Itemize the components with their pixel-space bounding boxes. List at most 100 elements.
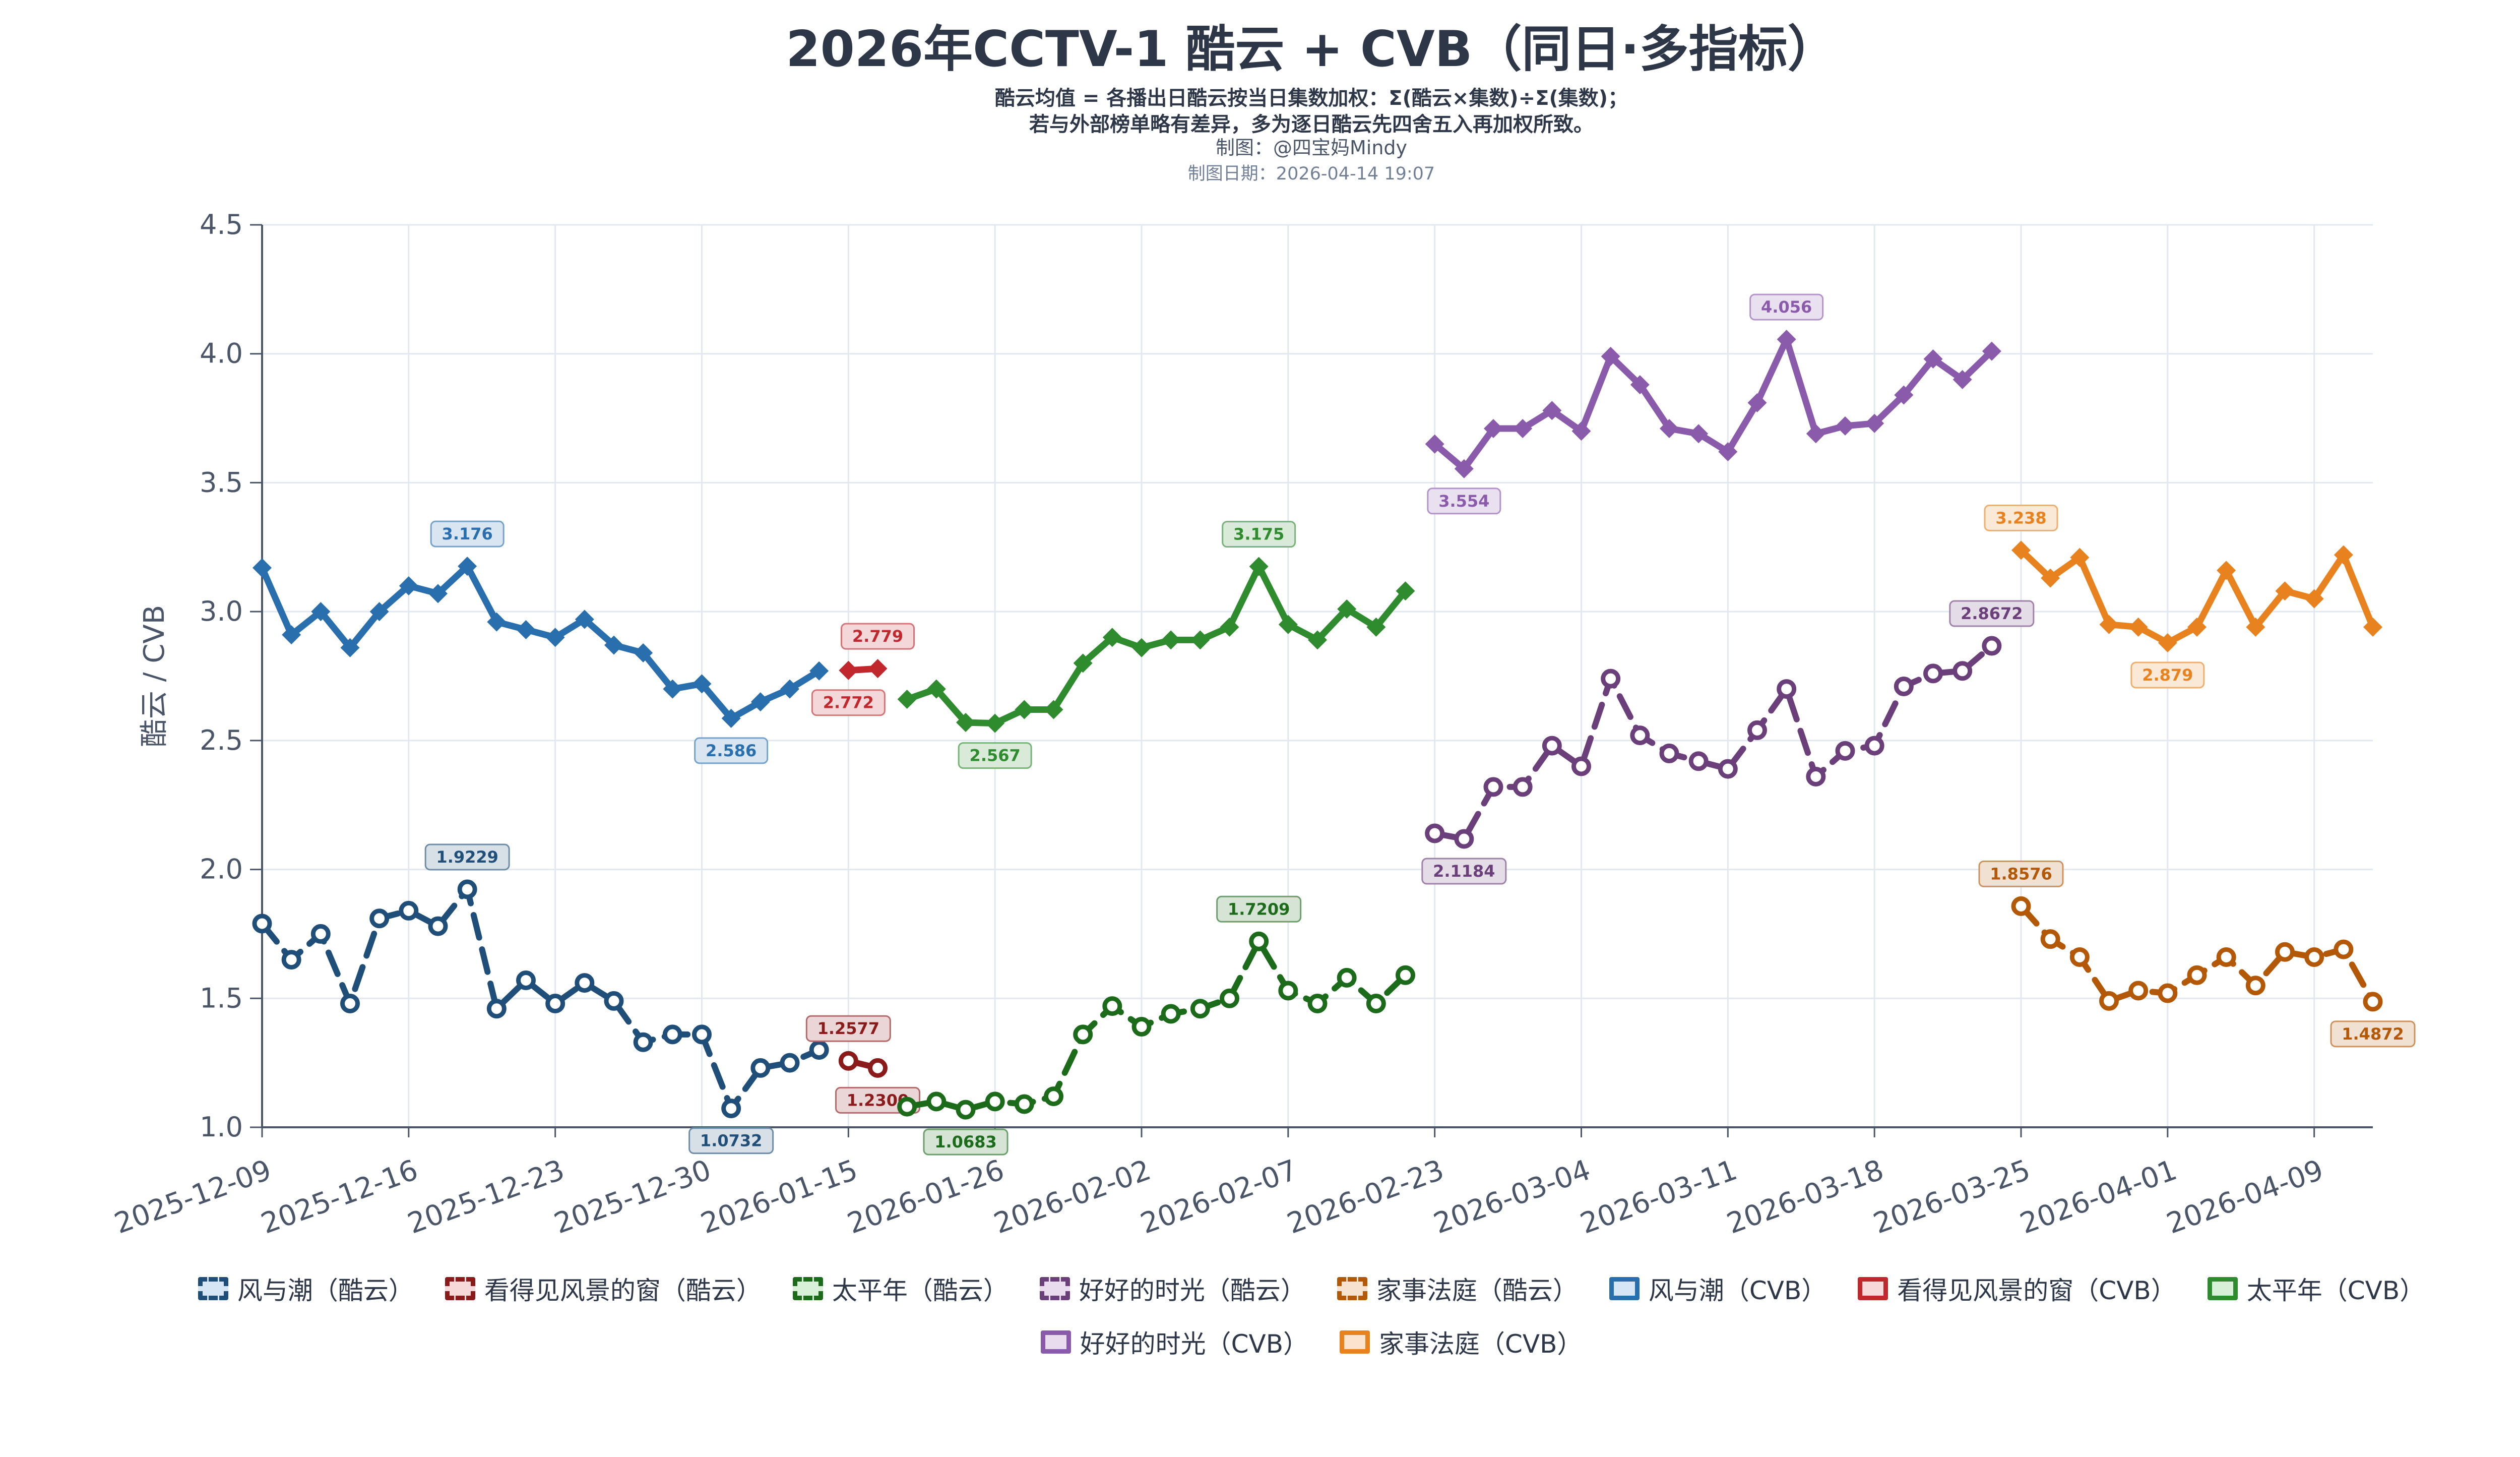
data-point [1660, 419, 1679, 439]
data-point [2128, 981, 2149, 1001]
data-point [897, 1097, 917, 1117]
data-point [2245, 976, 2265, 996]
data-point [1542, 736, 1562, 756]
data-point [1308, 630, 1327, 650]
data-label: 3.176 [442, 524, 493, 543]
data-point [2099, 991, 2119, 1011]
x-tick-label: 2026-03-18 [1723, 1154, 1888, 1240]
data-label: 4.056 [1761, 297, 1812, 317]
legend-label: 好好的时光（CVB） [1080, 1329, 1308, 1359]
data-point [780, 679, 799, 699]
data-point [2128, 617, 2148, 637]
legend-swatch [1340, 1330, 1370, 1354]
data-point [1894, 676, 1914, 696]
series-group: 2.1184 2.8672 [1421, 600, 2035, 885]
data-point [2187, 617, 2207, 637]
data-point [604, 991, 624, 1011]
data-point [2158, 983, 2178, 1003]
series-group: 3.554 4.056 [1425, 293, 2001, 515]
data-label: 1.0683 [934, 1132, 996, 1151]
data-point [750, 692, 770, 712]
data-point [634, 643, 653, 662]
data-point [282, 625, 301, 645]
data-point [1396, 965, 1415, 985]
data-point [1014, 1094, 1034, 1114]
data-point [2011, 896, 2031, 916]
data-point [1982, 636, 2002, 656]
data-point [1777, 679, 1797, 699]
data-point [838, 1051, 858, 1071]
data-point [1513, 777, 1533, 797]
data-point [458, 557, 477, 576]
data-point [1396, 581, 1415, 601]
data-point [1601, 346, 1620, 366]
data-point [663, 679, 682, 699]
data-point [1659, 743, 1679, 763]
y-tick-label: 4.5 [200, 209, 243, 240]
data-point [1366, 994, 1386, 1014]
legend-item[interactable]: 家事法庭（CVB） [1340, 1324, 1582, 1360]
data-label-box [2130, 661, 2205, 689]
legend-item[interactable]: 太平年（酷云） [792, 1270, 1009, 1307]
data-point [809, 661, 829, 681]
legend-item[interactable]: 风与潮（酷云） [198, 1270, 414, 1307]
data-point [253, 558, 272, 578]
data-point [486, 999, 507, 1019]
data-point [1718, 442, 1738, 462]
y-tick-label: 3.5 [200, 466, 243, 498]
data-label-box [2330, 1020, 2416, 1048]
data-label-box [688, 1127, 774, 1155]
data-point [2041, 568, 2060, 588]
legend-label: 家事法庭（CVB） [1379, 1329, 1583, 1359]
data-point [2069, 947, 2090, 967]
data-point [1425, 823, 1445, 843]
data-point [2216, 947, 2236, 967]
legend-item[interactable]: 好好的时光（酷云） [1039, 1270, 1306, 1307]
x-tick-label: 2025-12-30 [550, 1154, 715, 1240]
data-point [1044, 1086, 1063, 1107]
data-point [575, 610, 594, 629]
x-tick-label: 2026-01-15 [697, 1154, 862, 1240]
data-point [1835, 741, 1855, 761]
data-point [1073, 653, 1093, 673]
data-label-box [1949, 600, 2035, 627]
x-tick-label: 2026-02-02 [990, 1154, 1155, 1240]
data-point [369, 602, 389, 622]
x-tick-label: 2025-12-09 [110, 1154, 276, 1240]
data-point [1278, 615, 1298, 634]
data-point [1249, 931, 1269, 951]
data-point [1630, 375, 1650, 395]
data-label: 2.586 [706, 741, 757, 760]
data-point [1044, 700, 1063, 719]
data-point [2011, 540, 2031, 560]
data-point [1015, 700, 1034, 719]
data-point [1865, 413, 1884, 433]
data-point [1542, 401, 1562, 420]
data-point [1718, 759, 1738, 779]
legend-item[interactable]: 看得见风景的窗（CVB） [1858, 1270, 2176, 1307]
data-point [1337, 599, 1357, 619]
data-point [1161, 630, 1181, 650]
legend-item[interactable]: 看得见风景的窗（酷云） [445, 1270, 762, 1307]
legend-item[interactable]: 风与潮（CVB） [1609, 1270, 1826, 1307]
legend-item[interactable]: 太平年（CVB） [2207, 1270, 2425, 1307]
data-point [2158, 633, 2177, 653]
data-point [956, 1100, 976, 1120]
series-line [259, 563, 823, 722]
data-point [1161, 1004, 1181, 1024]
data-label-box [1978, 860, 2064, 887]
data-point [2070, 548, 2090, 567]
data-point [1923, 663, 1943, 684]
legend-item[interactable]: 家事法庭（酷云） [1337, 1270, 1578, 1307]
data-point [1483, 777, 1503, 797]
data-point [2304, 589, 2324, 609]
data-point [1571, 421, 1591, 441]
legend-label: 好好的时光（酷云） [1079, 1276, 1306, 1305]
legend-swatch [445, 1277, 475, 1300]
chart-title: 2026年CCTV-1 酷云 + CVB（同日·多指标） [786, 21, 1837, 78]
legend-item[interactable]: 好好的时光（CVB） [1040, 1324, 1308, 1360]
x-tick-label: 2025-12-23 [403, 1154, 569, 1240]
x-tick-label: 2026-02-07 [1137, 1154, 1302, 1240]
series-line [1431, 336, 1995, 472]
